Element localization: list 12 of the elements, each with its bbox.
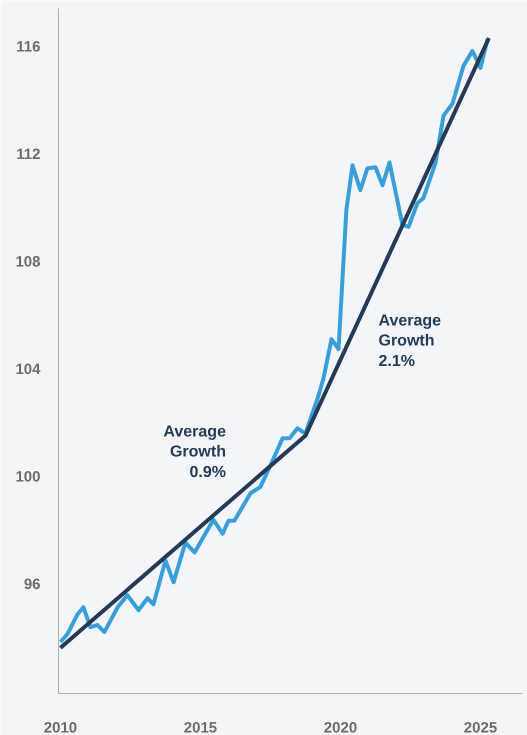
annotation: Average Growth 2.1% (378, 312, 442, 370)
y-tick-label: 116 (16, 38, 41, 56)
x-tick-label: 2020 (324, 720, 358, 735)
y-tick-label: 108 (15, 254, 41, 271)
y-tick-label: 104 (15, 360, 42, 378)
x-tick-label: 2010 (44, 720, 78, 735)
y-tick-label: 96 (24, 576, 41, 593)
y-tick-label: 112 (16, 146, 41, 164)
annotation: Average Growth 0.9% (163, 423, 226, 482)
x-tick-label: 2025 (464, 720, 498, 735)
y-tick-label: 100 (15, 468, 41, 486)
x-tick-label: 2015 (184, 720, 218, 735)
